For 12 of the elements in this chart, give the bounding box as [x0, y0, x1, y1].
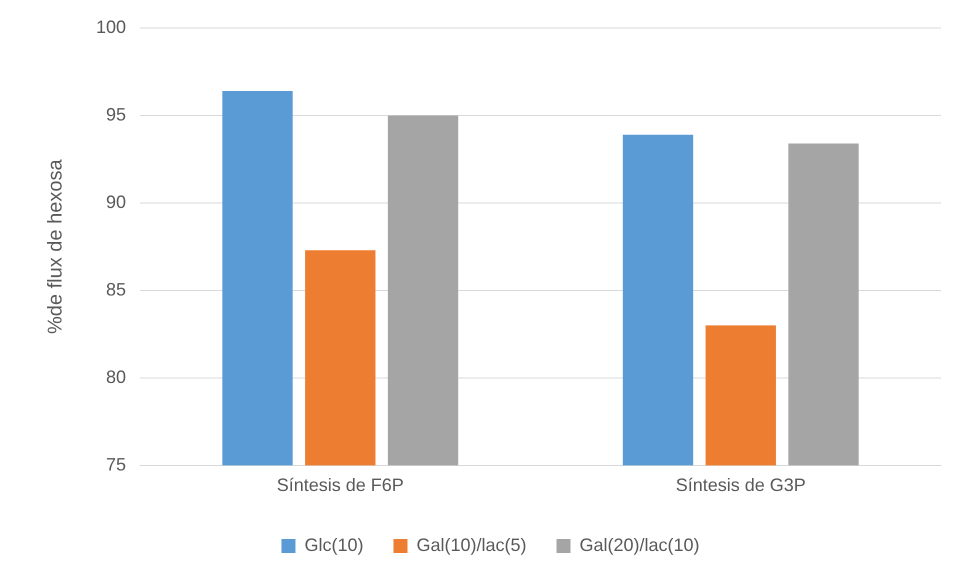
y-tick-label: 100: [96, 16, 126, 37]
y-tick-label: 95: [106, 104, 126, 124]
y-tick-label: 75: [106, 454, 126, 474]
y-tick-label: 85: [106, 279, 126, 300]
legend-label: Glc(10): [304, 534, 364, 555]
y-tick-label: 80: [106, 366, 126, 387]
y-axis-title: %de flux de hexosa: [44, 158, 67, 334]
y-tick-label: 90: [106, 192, 126, 212]
x-tick-label: Síntesis de F6P: [276, 475, 404, 496]
legend-label: Gal(20)/lac(10): [580, 534, 700, 555]
x-tick-label: Síntesis de G3P: [676, 475, 806, 496]
legend-label: Gal(10)/lac(5): [416, 534, 526, 555]
